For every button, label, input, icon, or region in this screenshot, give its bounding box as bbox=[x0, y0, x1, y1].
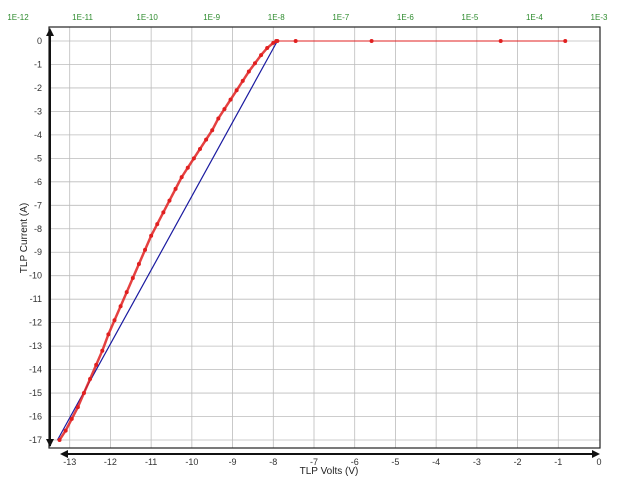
leakage-point bbox=[293, 39, 298, 43]
top-tick-label: 1E-6 bbox=[397, 13, 414, 22]
x-tick-label: -1 bbox=[554, 457, 562, 467]
iv-trace bbox=[58, 39, 278, 441]
x-tick-label: -8 bbox=[269, 457, 277, 467]
tick-labels: -13 -12 -11 -10 -9 -8 -7 -6 -5 -4 -3 -2 -1 00-1-2-3-4… bbox=[7, 13, 608, 467]
leakage-point bbox=[498, 39, 503, 43]
top-tick-label: 1E-8 bbox=[268, 13, 285, 22]
y-tick-label: -6 bbox=[34, 177, 42, 187]
fit-line bbox=[56, 40, 278, 441]
leakage-point bbox=[369, 39, 374, 43]
y-tick-label: -9 bbox=[34, 247, 42, 257]
top-tick-label: 1E-5 bbox=[461, 13, 478, 22]
top-tick-label: 1E-4 bbox=[526, 13, 543, 22]
y-tick-label: -13 bbox=[29, 341, 42, 351]
x-axis-title: TLP Volts (V) bbox=[300, 466, 359, 477]
y-tick-label: -2 bbox=[34, 83, 42, 93]
y-tick-label: -14 bbox=[29, 365, 42, 375]
top-tick-label: 1E-10 bbox=[136, 13, 158, 22]
x-tick-label: 0 bbox=[596, 457, 601, 467]
x-tick-label: -7 bbox=[310, 457, 318, 467]
x-tick-label: -3 bbox=[473, 457, 481, 467]
axes bbox=[46, 28, 600, 458]
grid bbox=[49, 27, 600, 448]
x-tick-label: -9 bbox=[229, 457, 237, 467]
x-tick-label: -5 bbox=[391, 457, 399, 467]
x-tick-label: -4 bbox=[432, 457, 440, 467]
y-tick-label: -5 bbox=[34, 153, 42, 163]
y-tick-label: -11 bbox=[30, 294, 42, 304]
x-tick-label: -12 bbox=[104, 457, 117, 467]
leakage-point bbox=[563, 39, 568, 43]
y-tick-label: -4 bbox=[34, 130, 42, 140]
top-tick-label: 1E-9 bbox=[203, 13, 220, 22]
y-tick-label: 0 bbox=[37, 36, 42, 46]
y-axis-arrow-up bbox=[46, 28, 54, 36]
x-axis-arrow-left bbox=[60, 450, 68, 458]
y-tick-label: -17 bbox=[29, 435, 42, 445]
y-axis-title: TLP Current (A) bbox=[19, 203, 30, 273]
y-tick-label: -15 bbox=[29, 388, 42, 398]
top-tick-label: 1E-12 bbox=[7, 13, 29, 22]
y-tick-label: -8 bbox=[34, 224, 42, 234]
y-tick-label: -1 bbox=[34, 59, 42, 69]
x-tick-label: -11 bbox=[145, 457, 157, 467]
top-tick-label: 1E-3 bbox=[591, 13, 608, 22]
top-tick-label: 1E-11 bbox=[72, 13, 93, 22]
x-tick-label: -2 bbox=[514, 457, 522, 467]
y-tick-label: -10 bbox=[29, 271, 42, 281]
y-tick-label: -7 bbox=[34, 200, 42, 210]
data-layer bbox=[56, 39, 568, 442]
y-tick-label: -3 bbox=[34, 106, 42, 116]
x-axis-arrow-right bbox=[592, 450, 600, 458]
leakage-point bbox=[274, 39, 279, 43]
x-tick-label: -13 bbox=[63, 457, 76, 467]
x-tick-label: -6 bbox=[351, 457, 359, 467]
y-tick-label: -12 bbox=[29, 318, 42, 328]
x-tick-label: -10 bbox=[185, 457, 198, 467]
y-axis-arrow-down bbox=[46, 439, 54, 447]
top-tick-label: 1E-7 bbox=[332, 13, 349, 22]
y-tick-label: -16 bbox=[29, 412, 42, 422]
